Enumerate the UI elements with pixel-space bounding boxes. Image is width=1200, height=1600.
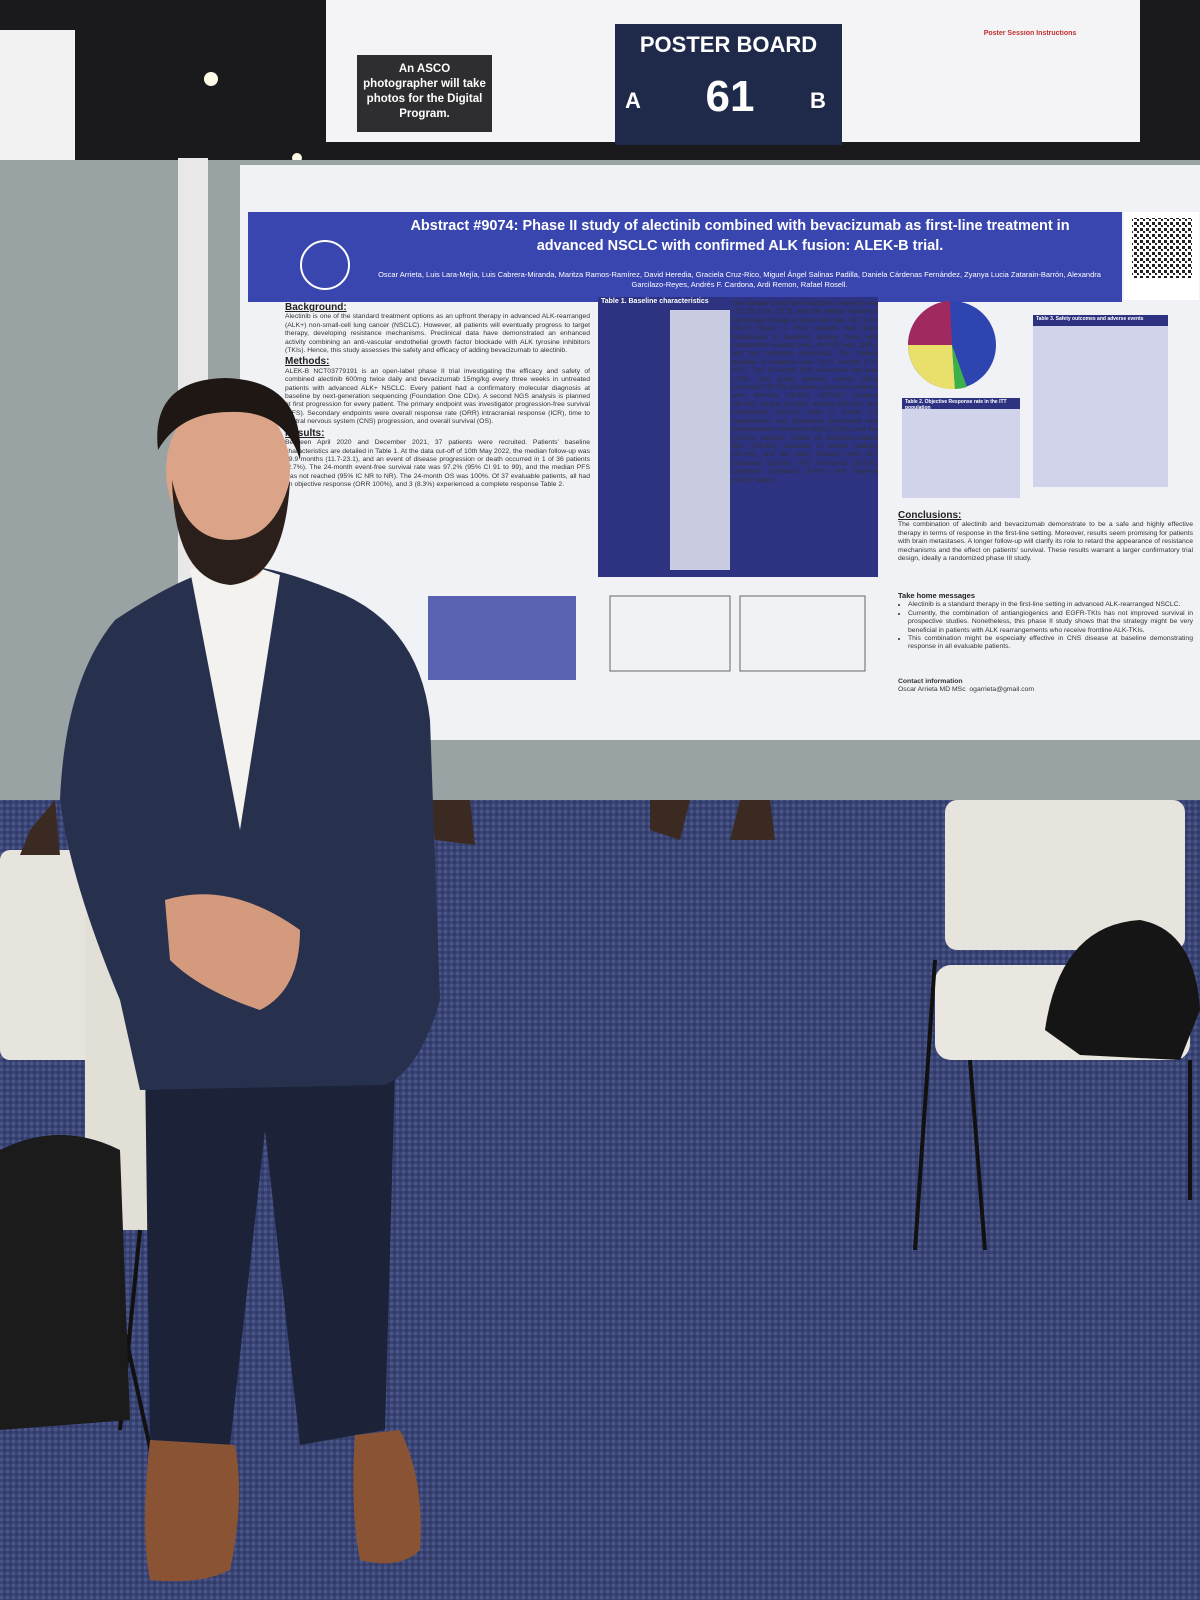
contact-email: ogarrieta@gmail.com — [969, 686, 1035, 694]
results-continued: The median tumor size reduction at week … — [732, 300, 878, 484]
notice-box — [357, 55, 492, 132]
shoe — [353, 1430, 421, 1564]
board-side: A — [625, 88, 641, 113]
qr-pattern — [1132, 218, 1192, 278]
table-1-column — [670, 310, 730, 570]
take-home-item: Currently, the combination of antiangiog… — [908, 610, 1193, 635]
section-text: Alectinib is one of the standard treatme… — [285, 313, 590, 355]
contact-heading: Contact information — [898, 678, 963, 685]
table-title: Table 3. Safety outcomes and adverse eve… — [1033, 315, 1168, 326]
conclusions-heading: Conclusions: — [898, 510, 962, 521]
poster-title: Abstract #9074: Phase II study of alecti… — [410, 218, 1070, 254]
poster-authors: Oscar Arrieta, Luis Lara-Mejía, Luis Cab… — [378, 270, 1101, 289]
section-text: ALEK-B NCT03779191 is an open-label phas… — [285, 367, 590, 426]
pie-slice — [952, 345, 967, 389]
take-home-item: This combination might be especially eff… — [908, 635, 1193, 652]
section-heading: Results: — [285, 427, 325, 439]
beard — [172, 480, 290, 585]
table-1 — [598, 297, 878, 577]
board-side: B — [810, 88, 826, 113]
chair-left — [0, 850, 95, 1060]
survival-plot — [739, 595, 866, 672]
backpack — [0, 1135, 130, 1430]
chair-legs — [913, 959, 1192, 1251]
face — [166, 395, 290, 545]
left-column: Background: Alectinib is one of the stand… — [285, 302, 590, 584]
chair-back — [945, 800, 1185, 950]
shoe — [145, 1440, 239, 1582]
section-heading: Methods: — [285, 356, 330, 368]
survival-plot — [609, 595, 731, 672]
table-3 — [1033, 315, 1168, 487]
pie-slice — [907, 345, 955, 390]
logo — [300, 240, 350, 290]
photo-notice: An ASCO photographer will take photos fo… — [363, 63, 486, 120]
pie-slice — [907, 301, 952, 345]
section-text: Between April 2020 and December 2021, 37… — [285, 439, 590, 489]
waterfall-plot — [428, 596, 576, 680]
conclusions: Conclusions: The combination of alectini… — [898, 510, 1193, 592]
shirt — [190, 560, 280, 830]
table-title: Table 2. Objective Response rate in the … — [902, 398, 1020, 409]
legs-background — [650, 800, 775, 840]
contact: Contact information Oscar Arrieta MD MSc… — [898, 678, 1193, 702]
side-sign — [0, 30, 75, 170]
title-bar — [248, 212, 1122, 302]
section-heading: Background: — [285, 302, 347, 313]
conclusions-text: The combination of alectinib and bevaciz… — [898, 521, 1193, 563]
instructions-title: Poster Session Instructions — [983, 30, 1077, 37]
hair — [157, 378, 301, 460]
board-heading: POSTER BOARD — [639, 32, 818, 57]
board-number: 61 — [705, 72, 755, 121]
take-home-item: Alectinib is a standard therapy in the f… — [908, 601, 1193, 609]
trousers — [145, 1050, 395, 1445]
hands — [165, 894, 300, 1010]
take-home-heading: Take home messages — [898, 592, 975, 600]
table-2 — [902, 398, 1020, 498]
contact-name: Oscar Arrieta MD MSc — [898, 686, 966, 694]
jacket — [60, 565, 440, 1090]
light — [204, 72, 218, 86]
table-title: Table 1. Baseline characteristics — [598, 297, 728, 308]
bag — [1045, 920, 1200, 1060]
take-home: Take home messages Alectinib is a standa… — [898, 592, 1193, 672]
board-box — [615, 24, 842, 145]
take-home-list: Alectinib is a standard therapy in the f… — [898, 601, 1193, 651]
